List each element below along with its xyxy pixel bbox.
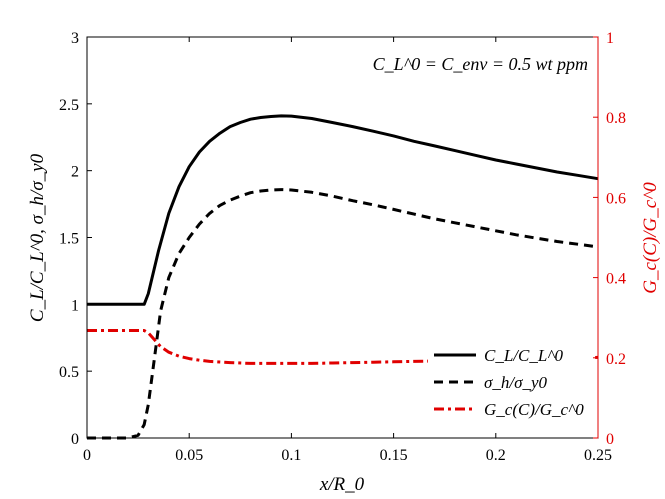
annotation: C_L^0 = C_env = 0.5 wt ppm bbox=[373, 54, 588, 74]
ticks-layer: 0 0.05 0.1 0.15 0.2 0.2500.511.522.5300.20.40… bbox=[59, 30, 626, 464]
series-line-1 bbox=[87, 188, 599, 440]
y-right-tick-label: 1 bbox=[606, 30, 614, 47]
legend-box bbox=[428, 340, 593, 420]
y-left-tick-label: 0 bbox=[71, 431, 79, 448]
x-tick-label: 0.2 bbox=[486, 447, 506, 464]
legend-label-cl: C_L/C_L^0 bbox=[484, 346, 563, 365]
y-right-tick-label: 0.4 bbox=[606, 271, 626, 288]
y-right-tick-label: 0.6 bbox=[606, 190, 626, 207]
y-right-tick-label: 0 bbox=[606, 431, 614, 448]
legend-label-gc: G_c(C)/G_c^0 bbox=[484, 400, 584, 419]
x-tick-label: 0.1 bbox=[281, 447, 301, 464]
y-left-tick-label: 2.5 bbox=[59, 97, 79, 114]
y-left-axis-title: C_L/C_L^0, σ_h/σ_y0 bbox=[27, 153, 48, 322]
y-left-tick-label: 0.5 bbox=[59, 364, 79, 381]
y-left-tick-label: 3 bbox=[71, 30, 79, 47]
x-tick-label: 0.15 bbox=[380, 447, 408, 464]
y-left-tick-label: 1.5 bbox=[59, 231, 79, 248]
y-left-tick-label: 2 bbox=[71, 164, 79, 181]
y-right-tick-label: 0.2 bbox=[606, 351, 626, 368]
legend: C_L/C_L^0 σ_h/σ_y0 G_c(C)/G_c^0 bbox=[428, 340, 593, 420]
y-right-axis-title: G_c(C)/G_c^0 bbox=[640, 182, 661, 294]
y-right-tick-label: 0.8 bbox=[606, 110, 626, 127]
series-line-0 bbox=[87, 114, 599, 306]
x-tick-label: 0.05 bbox=[175, 447, 203, 464]
x-tick-label: 0.25 bbox=[584, 447, 612, 464]
x-tick-label: 0 bbox=[83, 447, 91, 464]
y-left-tick-label: 1 bbox=[71, 297, 79, 314]
x-axis-title: x/R_0 bbox=[319, 474, 365, 495]
legend-label-sigma: σ_h/σ_y0 bbox=[484, 373, 548, 392]
